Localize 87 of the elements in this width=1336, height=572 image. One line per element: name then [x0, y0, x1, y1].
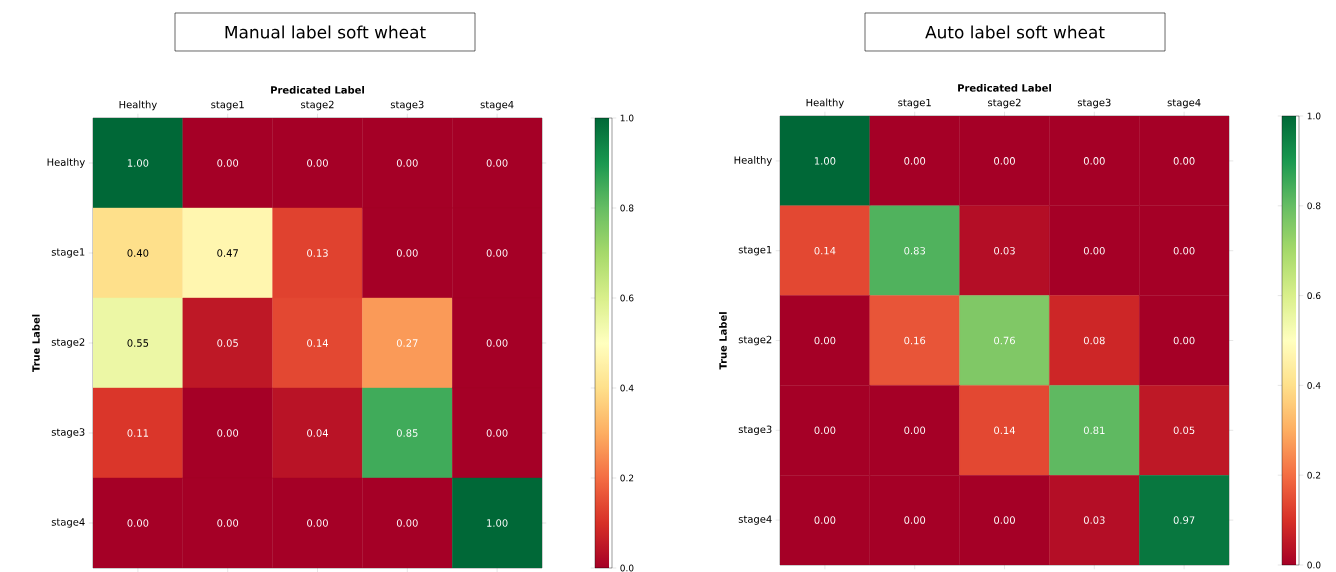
- data-label: 0.00: [1173, 246, 1195, 255]
- data-label: 0.00: [1083, 157, 1105, 165]
- color-bar-label: 0.4: [1307, 382, 1321, 389]
- data-label: 0.85: [396, 429, 418, 437]
- data-label: 0.00: [486, 339, 508, 347]
- data-label: 0.16: [904, 336, 926, 345]
- y-tick-label: Healthy: [47, 158, 85, 168]
- color-bar-label: 1.0: [620, 114, 634, 122]
- data-label: 0.00: [1173, 336, 1195, 345]
- y-axis-title: True Label: [719, 312, 727, 370]
- color-bar-label: 0.8: [620, 204, 634, 212]
- data-label: 0.00: [307, 159, 328, 167]
- color-bar-label: 0.6: [1307, 292, 1321, 299]
- x-tick-label: Healthy: [806, 98, 844, 109]
- data-label: 1.00: [127, 159, 149, 167]
- y-tick-label: stage3: [51, 428, 85, 438]
- data-label: 0.00: [994, 516, 1015, 524]
- y-tick-label: stage4: [51, 518, 85, 528]
- x-tick-label: stage2: [988, 98, 1021, 109]
- x-tick-label: stage3: [1077, 98, 1111, 109]
- y-tick-label: stage4: [738, 515, 772, 525]
- data-label: 0.00: [814, 516, 836, 524]
- color-bar-label: 0.6: [620, 294, 634, 302]
- data-label: 0.05: [1173, 426, 1195, 435]
- data-label: 0.05: [217, 339, 238, 347]
- data-label: 0.13: [307, 249, 328, 257]
- data-label: 0.03: [994, 246, 1015, 255]
- data-label: 0.00: [486, 249, 508, 257]
- y-tick-label: stage2: [51, 338, 85, 348]
- y-tick-label: stage1: [51, 248, 85, 258]
- data-label: 1.00: [487, 519, 508, 527]
- chart-title: Manual label soft wheat: [225, 25, 426, 39]
- data-label: 0.04: [307, 429, 329, 437]
- data-label: 0.00: [1173, 157, 1195, 165]
- x-tick-label: stage2: [301, 100, 334, 111]
- data-label: 0.00: [994, 157, 1015, 165]
- data-label: 0.11: [127, 429, 149, 437]
- y-tick-label: stage3: [738, 425, 772, 436]
- x-tick-label: stage3: [390, 100, 424, 111]
- data-label: 0.00: [127, 519, 149, 527]
- data-label: 0.81: [1083, 426, 1105, 435]
- x-tick-label: stage4: [1167, 98, 1201, 109]
- data-label: 0.00: [486, 159, 508, 167]
- y-axis-title: True Label: [32, 314, 40, 373]
- data-label: 0.47: [217, 249, 238, 257]
- data-label: 0.00: [904, 426, 926, 435]
- color-bar-label: 0.2: [620, 474, 634, 482]
- data-label: 0.83: [904, 246, 926, 255]
- x-tick-label: Healthy: [119, 100, 157, 111]
- data-label: 0.00: [396, 159, 418, 167]
- data-label: 0.00: [217, 159, 239, 167]
- data-label: 0.08: [1083, 336, 1105, 345]
- data-label: 0.00: [904, 516, 926, 524]
- y-tick-label: Healthy: [734, 156, 772, 166]
- data-label: 0.76: [994, 336, 1015, 345]
- x-tick-label: stage1: [898, 98, 931, 109]
- data-label: 0.00: [904, 157, 926, 165]
- data-label: 0.00: [814, 426, 836, 435]
- data-label: 0.14: [814, 246, 836, 255]
- color-bar-label: 0.2: [1307, 471, 1321, 479]
- data-label: 0.00: [396, 249, 418, 257]
- data-label: 0.97: [1173, 516, 1195, 524]
- color-bar-label: 0.8: [1307, 202, 1321, 210]
- data-label: 0.55: [127, 339, 149, 347]
- data-label: 0.40: [127, 249, 149, 257]
- x-tick-label: stage1: [211, 100, 244, 111]
- data-label: 0.00: [1083, 246, 1105, 255]
- data-label: 0.14: [994, 426, 1016, 435]
- color-bar-label: 0.0: [620, 564, 634, 572]
- data-label: 1.00: [814, 157, 836, 165]
- color-bar-label: 1.0: [1307, 112, 1321, 120]
- data-label: 0.00: [307, 519, 328, 527]
- x-tick-label: stage4: [480, 100, 514, 111]
- x-axis-title: Predicated Label: [958, 84, 1051, 92]
- color-bar-label: 0.0: [1307, 561, 1321, 569]
- y-tick-label: stage2: [738, 335, 772, 346]
- data-label: 0.00: [217, 429, 239, 437]
- data-label: 0.00: [814, 336, 836, 345]
- chart-title: Auto label soft wheat: [925, 25, 1105, 39]
- data-label: 0.14: [307, 339, 329, 347]
- data-label: 0.03: [1083, 516, 1105, 524]
- color-bar-label: 0.4: [620, 384, 634, 392]
- x-axis-title: Predicated Label: [271, 86, 364, 94]
- data-label: 0.00: [217, 519, 239, 527]
- data-label: 0.00: [486, 429, 508, 437]
- y-tick-label: stage1: [738, 246, 772, 256]
- data-label: 0.27: [396, 339, 418, 347]
